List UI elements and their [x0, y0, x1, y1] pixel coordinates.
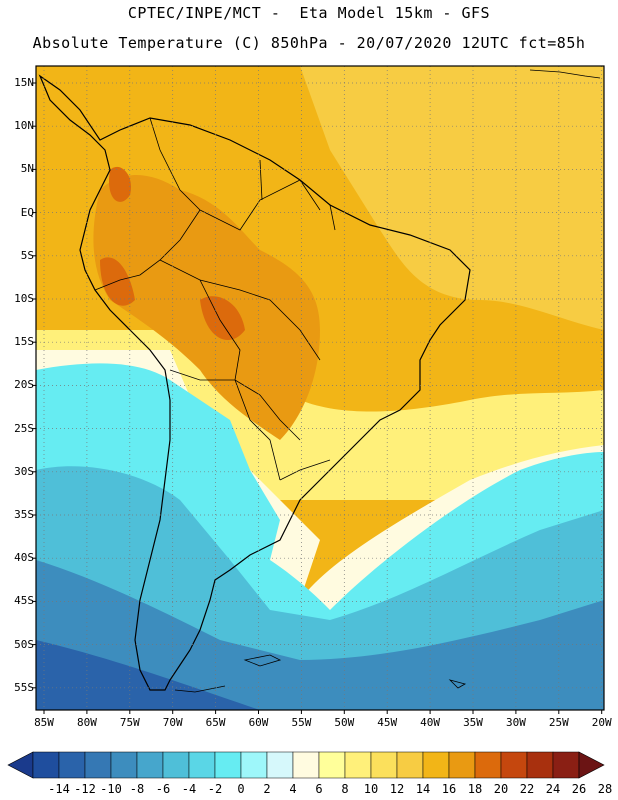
latitude-label: 15S [14, 335, 34, 349]
colorbar-label: 0 [237, 782, 245, 796]
latitude-label: 45S [14, 594, 34, 608]
colorbar-label: -14 [48, 782, 70, 796]
map-title: CPTEC/INPE/MCT - Eta Model 15km - GFS [127, 4, 491, 22]
latitude-label: 35S [14, 508, 34, 521]
colorbar-left-triangle [7, 751, 34, 779]
colorbar-swatch [32, 751, 60, 779]
colorbar-label: 10 [363, 782, 379, 796]
longitude-label: 50W [334, 716, 355, 729]
colorbar-swatch [318, 751, 346, 779]
map-subtitle: Absolute Temperature (C) 850hPa - 20/07/… [32, 34, 586, 52]
colorbar-label: 24 [545, 782, 561, 796]
colorbar-label: 14 [415, 782, 431, 796]
latitude-label: 30S [14, 464, 34, 478]
colorbar-label: 6 [315, 782, 323, 796]
colorbar-label: 28 [597, 782, 613, 796]
country-borders [94, 117, 336, 481]
longitude-label: 85W [34, 716, 54, 729]
colorbar-label: 4 [289, 782, 297, 796]
longitude-label: 40W [420, 716, 441, 729]
colorbar-label: 8 [341, 782, 349, 796]
colorbar-swatch [422, 751, 450, 779]
longitude-label: 80W [76, 716, 97, 729]
temperature-field-coldest [36, 560, 604, 710]
latitude-label: EQ [20, 205, 34, 219]
colorbar-swatch [448, 751, 476, 779]
latitude-label: 25S [14, 421, 34, 435]
colorbar [7, 751, 605, 779]
colorbar-label: -2 [207, 782, 223, 796]
colorbar-label: -6 [155, 782, 171, 796]
colorbar-right-triangle [578, 751, 605, 779]
latitude-label: 50S [14, 637, 34, 651]
latitude-label: 5N [20, 162, 34, 176]
colorbar-swatch [344, 751, 372, 779]
colorbar-label: -10 [100, 782, 122, 796]
colorbar-label: -4 [181, 782, 197, 796]
colorbar-swatch [292, 751, 320, 779]
colorbar-swatch [136, 751, 164, 779]
longitude-label: 55W [291, 716, 312, 729]
colorbar-label: 2 [263, 782, 271, 796]
longitude-label: 45W [377, 716, 398, 729]
colorbar-swatch [500, 751, 528, 779]
longitude-label: 65W [205, 716, 226, 729]
latitude-label: 20S [14, 378, 34, 392]
colorbar-label: -8 [129, 782, 145, 796]
colorbar-swatch [396, 751, 424, 779]
colorbar-swatch [214, 751, 242, 779]
colorbar-label: 26 [571, 782, 587, 796]
longitude-label: 25W [548, 716, 569, 729]
graticule [36, 66, 604, 710]
colorbar-swatch [162, 751, 190, 779]
colorbar-label: 22 [519, 782, 535, 796]
colorbar-label: 18 [467, 782, 483, 796]
map-frame [35, 65, 605, 711]
colorbar-swatch [552, 751, 580, 779]
islands-outline [174, 69, 601, 693]
longitude-label: 60W [248, 716, 269, 729]
temperature-field-hot-peru [100, 257, 135, 306]
colorbar-swatch [474, 751, 502, 779]
temperature-field-polar [36, 640, 260, 710]
latitude-label: 40S [14, 551, 34, 565]
axis-ticks [32, 82, 603, 714]
longitude-label: 70W [162, 716, 183, 729]
colorbar-label: 12 [389, 782, 405, 796]
colorbar-swatch [370, 751, 398, 779]
temperature-field-warm-atlantic [300, 66, 604, 330]
continent-outline [38, 74, 471, 691]
longitude-label: 30W [505, 716, 526, 729]
longitude-label: 20W [591, 716, 612, 729]
temperature-field-hot-bolivia [200, 296, 245, 340]
colorbar-swatch [188, 751, 216, 779]
temperature-field-hot-venezuela [109, 166, 131, 202]
latitude-label: 55S [14, 680, 34, 694]
latitude-label: 10N [14, 119, 34, 133]
colorbar-swatch [240, 751, 268, 779]
colorbar-label: 16 [441, 782, 457, 796]
colorbar-swatch [84, 751, 112, 779]
latitude-label: 5S [20, 248, 34, 262]
latitude-label: 15N [14, 76, 34, 89]
colorbar-label: 20 [493, 782, 509, 796]
colorbar-swatch [526, 751, 554, 779]
longitude-label: 35W [463, 716, 483, 729]
latitude-label: 10S [14, 292, 34, 305]
colorbar-swatch [266, 751, 294, 779]
colorbar-label: -12 [74, 782, 96, 796]
colorbar-swatch [58, 751, 86, 779]
longitude-label: 75W [119, 716, 140, 729]
colorbar-swatch [110, 751, 138, 779]
